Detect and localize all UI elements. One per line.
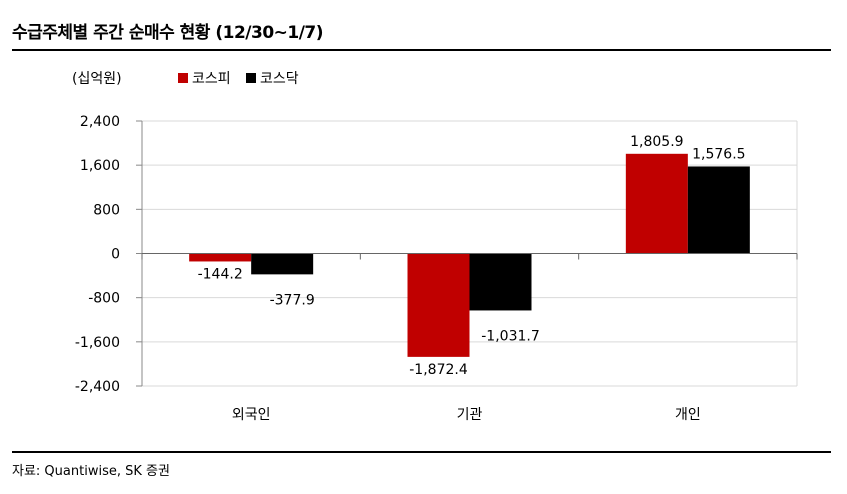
y-tick-label: 0 bbox=[111, 247, 120, 263]
data-label: 1,576.5 bbox=[692, 146, 745, 162]
legend-swatch bbox=[246, 73, 256, 83]
data-label: -377.9 bbox=[270, 292, 315, 308]
page-title: 수급주체별 주간 순매수 현황 (12/30~1/7) bbox=[12, 23, 324, 43]
y-tick-label: 800 bbox=[93, 202, 120, 218]
y-tick-label: 2,400 bbox=[80, 114, 120, 130]
bar bbox=[625, 153, 688, 254]
legend-label: 코스닥 bbox=[260, 71, 299, 87]
data-label: 1,805.9 bbox=[630, 134, 683, 150]
bar bbox=[407, 253, 470, 357]
title-divider bbox=[12, 49, 831, 51]
data-label: -1,872.4 bbox=[409, 362, 468, 378]
x-axis: 외국인 기관 개인 bbox=[141, 253, 798, 423]
y-tick-label: -1,600 bbox=[75, 335, 120, 351]
y-axis: 2,400 1,600 800 0 -800 -1,600 -2,400 bbox=[75, 114, 143, 395]
x-tick-label: 기관 bbox=[457, 407, 483, 423]
bars bbox=[189, 153, 750, 357]
bar-chart: 2,400 1,600 800 0 -800 -1,600 -2,400 -144.2 -1,… bbox=[72, 71, 798, 423]
bar bbox=[189, 253, 252, 262]
bar bbox=[469, 253, 532, 311]
bar bbox=[687, 166, 750, 254]
y-axis-unit-label: (십억원) bbox=[72, 71, 122, 87]
y-tick-label: 1,600 bbox=[80, 158, 120, 174]
source-note: 자료: Quantiwise, SK 증권 bbox=[12, 464, 170, 479]
bar bbox=[251, 253, 314, 275]
data-labels: -144.2 -1,872.4 1,805.9 -377.9 -1,031.7 1,576… bbox=[198, 134, 746, 378]
legend-swatch bbox=[178, 73, 188, 83]
y-tick-label: -800 bbox=[88, 291, 120, 307]
legend: 코스피 코스닥 bbox=[178, 71, 299, 87]
footer-divider bbox=[12, 451, 831, 453]
data-label: -1,031.7 bbox=[481, 328, 540, 344]
x-tick-label: 개인 bbox=[675, 407, 701, 423]
y-tick-label: -2,400 bbox=[75, 379, 120, 395]
x-tick-label: 외국인 bbox=[232, 407, 271, 423]
data-label: -144.2 bbox=[198, 266, 243, 282]
legend-label: 코스피 bbox=[192, 71, 231, 87]
